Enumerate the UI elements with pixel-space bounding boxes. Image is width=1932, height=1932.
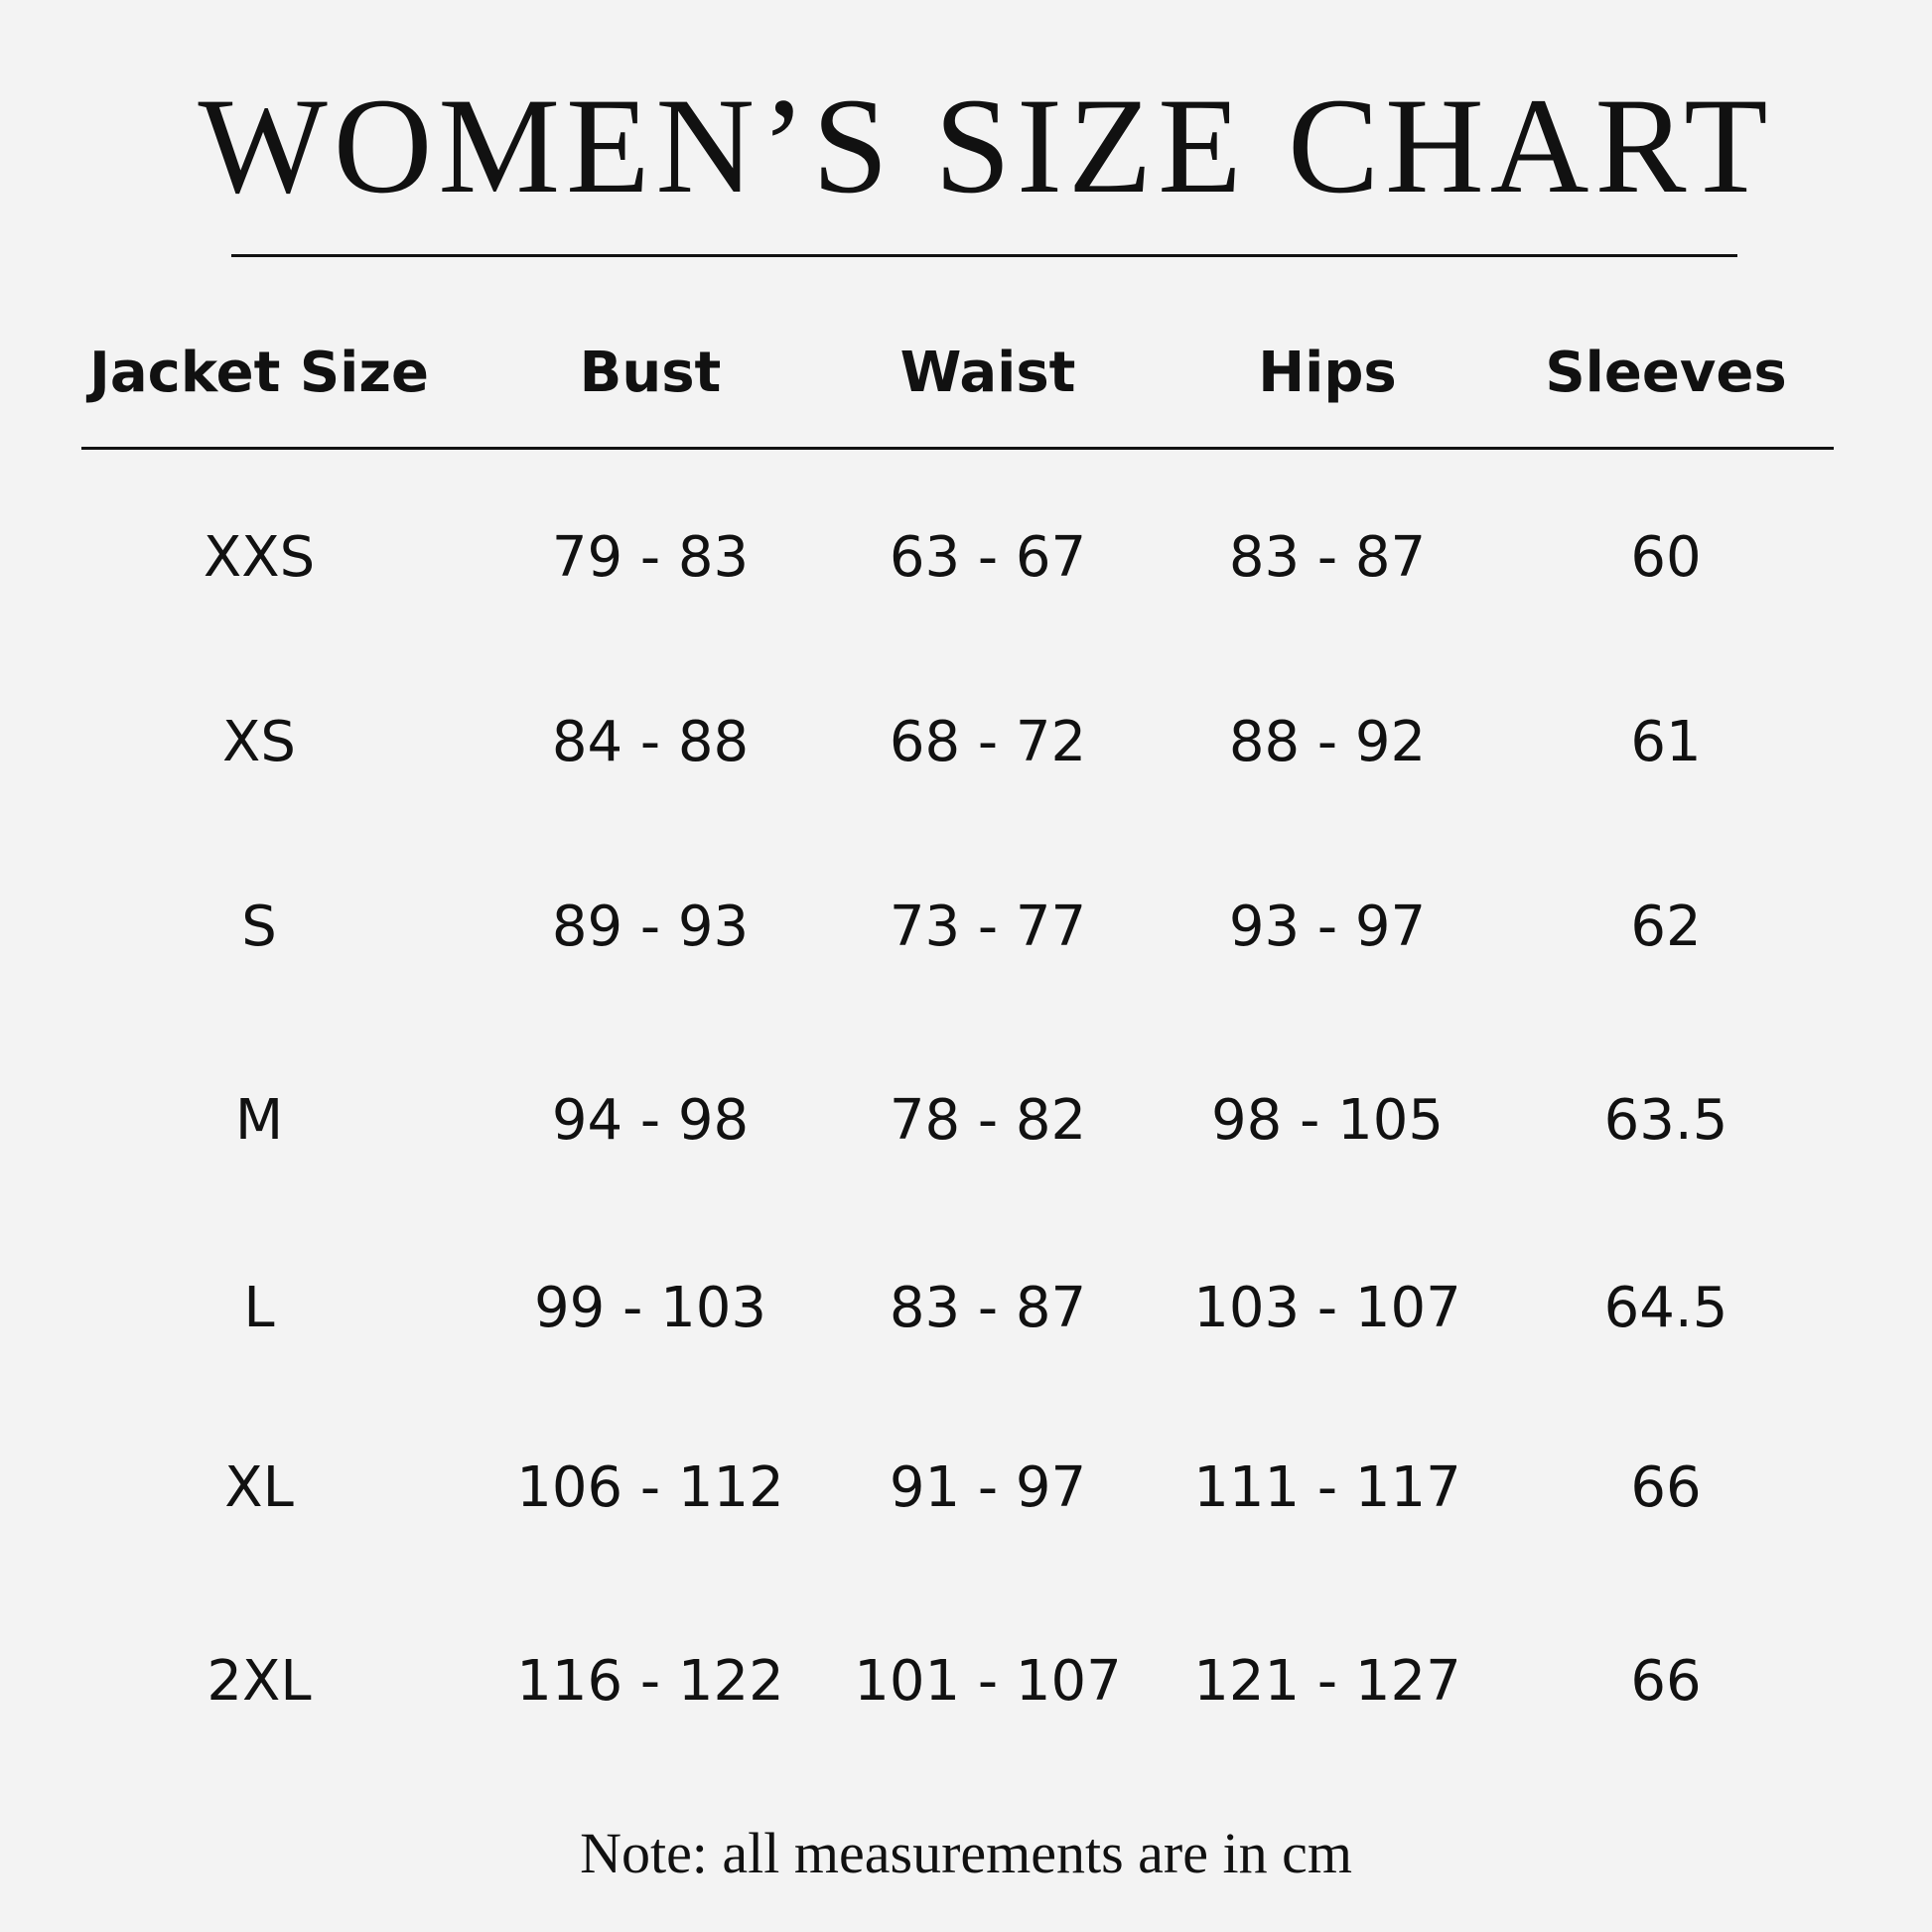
- table-cell: 60: [1630, 525, 1702, 590]
- table-cell: 66: [1630, 1649, 1702, 1714]
- header-divider: [81, 447, 1834, 450]
- column-header: Jacket Size: [89, 341, 429, 405]
- title-divider: [231, 254, 1737, 257]
- table-cell: 89 - 93: [551, 895, 750, 959]
- table-cell: 66: [1630, 1455, 1702, 1520]
- column-header: Hips: [1258, 341, 1397, 405]
- table-cell: 98 - 105: [1211, 1088, 1444, 1153]
- column-header: Sleeves: [1545, 341, 1787, 405]
- table-cell: 78 - 82: [889, 1088, 1087, 1153]
- table-cell: S: [241, 895, 277, 959]
- table-cell: 103 - 107: [1193, 1276, 1461, 1340]
- table-cell: 68 - 72: [889, 710, 1087, 774]
- table-cell: 93 - 97: [1228, 895, 1427, 959]
- table-cell: 121 - 127: [1193, 1649, 1461, 1714]
- table-cell: 63 - 67: [889, 525, 1087, 590]
- table-cell: 99 - 103: [534, 1276, 766, 1340]
- page-title: WOMEN’S SIZE CHART: [198, 69, 1774, 221]
- table-cell: 83 - 87: [889, 1276, 1087, 1340]
- table-cell: XL: [224, 1455, 294, 1520]
- table-cell: 62: [1630, 895, 1702, 959]
- table-cell: 79 - 83: [551, 525, 750, 590]
- table-cell: 116 - 122: [516, 1649, 784, 1714]
- table-cell: 61: [1630, 710, 1702, 774]
- table-cell: XXS: [203, 525, 316, 590]
- measurement-note: Note: all measurements are in cm: [580, 1821, 1352, 1885]
- table-cell: 88 - 92: [1228, 710, 1427, 774]
- table-cell: 91 - 97: [889, 1455, 1087, 1520]
- table-cell: 63.5: [1603, 1088, 1728, 1153]
- column-header: Bust: [579, 341, 722, 405]
- table-cell: 73 - 77: [889, 895, 1087, 959]
- table-cell: 64.5: [1603, 1276, 1728, 1340]
- table-cell: XS: [222, 710, 296, 774]
- table-cell: 106 - 112: [516, 1455, 784, 1520]
- table-cell: 83 - 87: [1228, 525, 1427, 590]
- table-cell: 101 - 107: [854, 1649, 1122, 1714]
- table-cell: 2XL: [207, 1649, 312, 1714]
- table-cell: M: [234, 1088, 284, 1153]
- column-header: Waist: [899, 341, 1076, 405]
- table-cell: 84 - 88: [551, 710, 750, 774]
- table-cell: 111 - 117: [1193, 1455, 1461, 1520]
- table-cell: 94 - 98: [551, 1088, 750, 1153]
- table-cell: L: [243, 1276, 275, 1340]
